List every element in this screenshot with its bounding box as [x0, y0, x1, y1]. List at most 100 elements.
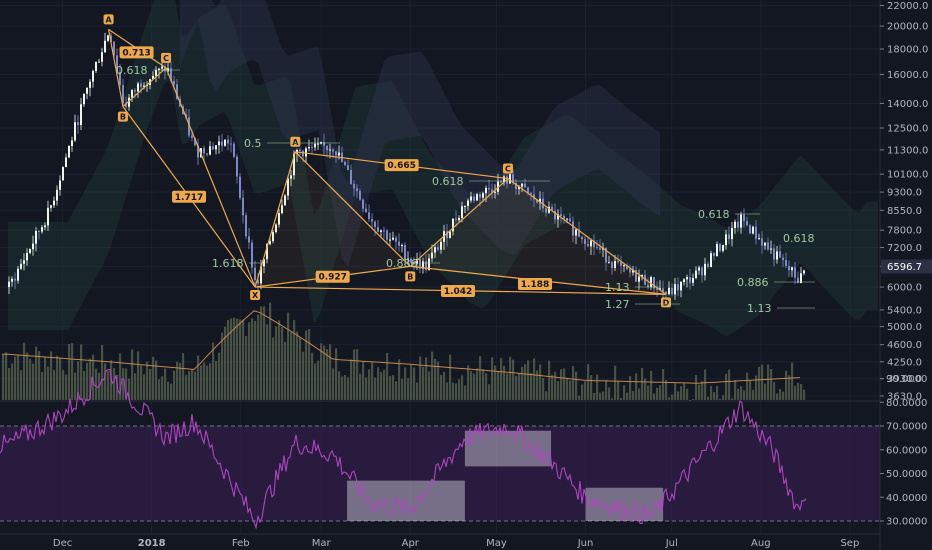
- candle-body: [632, 269, 634, 273]
- candle-body: [746, 221, 748, 226]
- candle-body: [545, 208, 547, 213]
- volume-bar: [719, 398, 722, 400]
- volume-bar: [41, 371, 44, 400]
- volume-bar: [581, 384, 584, 400]
- time-tick-label: 2018: [138, 538, 166, 549]
- volume-bar: [716, 386, 719, 400]
- candle-body: [239, 176, 241, 198]
- candle-body: [515, 182, 517, 189]
- price-tick-label: 7800.0: [887, 226, 922, 237]
- volume-bar: [20, 370, 23, 400]
- candle-body: [113, 41, 115, 56]
- candle-body: [467, 200, 469, 206]
- candle-body: [683, 279, 685, 282]
- candle-body: [635, 269, 637, 282]
- volume-bar: [794, 385, 797, 400]
- volume-bar: [104, 363, 107, 400]
- candle-body: [191, 135, 193, 138]
- volume-bar: [8, 368, 11, 400]
- candle-body: [68, 146, 70, 158]
- volume-bar: [89, 358, 92, 400]
- volume-bar: [467, 365, 470, 400]
- pattern-point-badge: [405, 271, 416, 282]
- candle-body: [755, 226, 757, 239]
- volume-bar: [338, 371, 341, 400]
- volume-bar: [473, 373, 476, 400]
- candle-body: [215, 145, 217, 150]
- fib-label: 1.13: [605, 281, 630, 294]
- volume-bar: [413, 367, 416, 400]
- price-axis-bg: [880, 0, 932, 550]
- volume-bar: [701, 381, 704, 400]
- candle-body: [275, 224, 277, 233]
- candle-body: [116, 55, 118, 72]
- pattern-point-label: C: [163, 54, 169, 63]
- volume-bar: [500, 357, 503, 400]
- candle-body: [521, 183, 523, 187]
- volume-bar: [707, 396, 710, 400]
- volume-ma: [2, 310, 801, 384]
- candle-body: [473, 196, 475, 201]
- candle-body: [653, 277, 655, 289]
- volume-bar: [326, 349, 329, 400]
- volume-bar: [191, 369, 194, 400]
- candle-body: [584, 239, 586, 245]
- candle-body: [293, 153, 295, 176]
- volume-bar: [524, 364, 527, 400]
- volume-bar: [293, 320, 296, 400]
- volume-bar: [674, 383, 677, 400]
- volume-bar: [242, 319, 245, 400]
- candle-body: [482, 193, 484, 198]
- volume-bar: [71, 343, 74, 400]
- volume-bar: [29, 358, 32, 400]
- candle-body: [155, 69, 157, 76]
- volume-bar: [143, 374, 146, 400]
- price-tick-label: 10100.0: [887, 170, 928, 181]
- candle-body: [788, 265, 790, 271]
- candle-body: [779, 251, 781, 258]
- volume-bar: [587, 364, 590, 400]
- price-tick-label: 5000.0: [887, 322, 922, 333]
- volume-bar: [611, 398, 614, 400]
- volume-bar: [428, 371, 431, 400]
- candle-body: [527, 187, 529, 193]
- volume-bar: [602, 391, 605, 400]
- volume-bar: [764, 383, 767, 400]
- volume-bar: [743, 390, 746, 400]
- candle-body: [524, 183, 526, 188]
- volume-bar: [401, 378, 404, 400]
- volume-bar: [740, 386, 743, 400]
- volume-bar: [281, 327, 284, 400]
- price-tick-label: 11300.0: [887, 145, 928, 156]
- current-price-tag: [881, 259, 932, 274]
- rsi-tick-label: 50.0000: [886, 469, 927, 480]
- volume-bar: [515, 375, 518, 400]
- fib-levels: 0.618 0.5 1.618 0.886 0.618 1.13 1.27 0.618 0.61…: [116, 64, 815, 315]
- pattern-point-label: A: [105, 15, 112, 24]
- volume-bar: [632, 391, 635, 400]
- volume-bar: [68, 344, 71, 400]
- volume-bar: [425, 357, 428, 400]
- volume-bar: [230, 318, 233, 400]
- candle-body: [659, 288, 661, 290]
- candle-body: [542, 198, 544, 209]
- candle-body: [689, 277, 691, 283]
- volume-bar: [464, 385, 467, 400]
- volume-bar: [737, 388, 740, 400]
- volume-bar: [5, 352, 8, 400]
- volume-bar: [383, 369, 386, 400]
- candle-body: [647, 284, 649, 288]
- volume-bar: [617, 380, 620, 400]
- ratio-label: 1.188: [521, 280, 549, 290]
- volume-bar: [554, 371, 557, 400]
- price-tick-label: 20000.0: [887, 22, 928, 33]
- volume-bar: [722, 395, 725, 400]
- volume-bar: [422, 366, 425, 400]
- candle-body: [236, 156, 238, 177]
- volume-bar: [320, 343, 323, 400]
- volume-bar: [128, 378, 131, 400]
- candle-body: [224, 139, 226, 146]
- volume-bar: [536, 370, 539, 400]
- volume-bar: [263, 306, 266, 400]
